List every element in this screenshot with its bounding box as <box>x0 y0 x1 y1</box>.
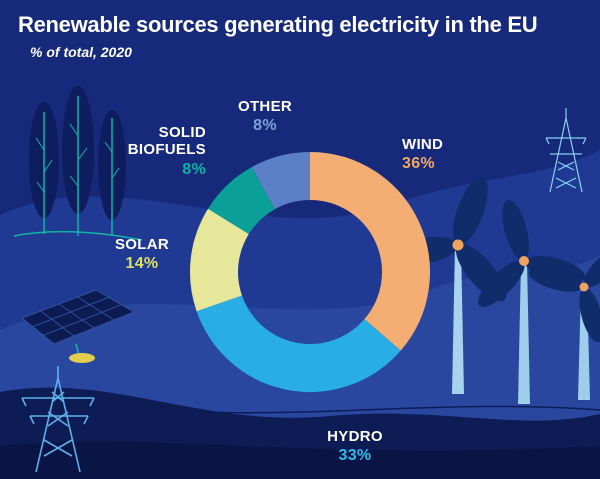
infographic-title: Renewable sources generating electricity… <box>18 12 538 37</box>
label-solid-biofuels-pct: 8% <box>182 160 206 178</box>
label-other-pct: 8% <box>253 117 277 135</box>
pylon-right-icon <box>545 108 587 193</box>
infographic-subtitle: % of total, 2020 <box>30 44 132 60</box>
donut-slice-solid-biofuels <box>208 167 276 235</box>
label-other: OTHER 8% <box>222 98 308 136</box>
trees-icon <box>13 86 143 241</box>
label-solid-biofuels: SOLID BIOFUELS 8% <box>98 124 206 179</box>
donut-slice-hydro <box>196 294 401 392</box>
donut-slice-other <box>251 152 311 210</box>
label-hydro: HYDRO 33% <box>312 428 398 466</box>
label-wind-name: WIND <box>402 136 444 153</box>
donut-chart <box>190 152 430 392</box>
donut-slice-solar <box>190 208 250 312</box>
solar-panel-icon <box>21 289 136 363</box>
power-line <box>93 399 600 414</box>
label-wind: WIND 36% <box>402 136 482 174</box>
pylon-left-icon <box>21 366 95 473</box>
label-solid-biofuels-name: SOLID BIOFUELS <box>127 124 206 159</box>
donut-slice-wind <box>309 152 430 351</box>
label-hydro-name: HYDRO <box>327 428 383 445</box>
label-other-name: OTHER <box>238 98 292 115</box>
wave-deepest <box>0 441 600 479</box>
power-line <box>87 417 600 431</box>
label-hydro-pct: 33% <box>338 447 372 465</box>
label-solar-name: SOLAR <box>115 236 169 253</box>
label-solar: SOLAR 14% <box>104 236 180 274</box>
wind-turbines-icon <box>387 177 600 404</box>
label-wind-pct: 36% <box>402 155 435 173</box>
label-solar-pct: 14% <box>125 255 159 273</box>
